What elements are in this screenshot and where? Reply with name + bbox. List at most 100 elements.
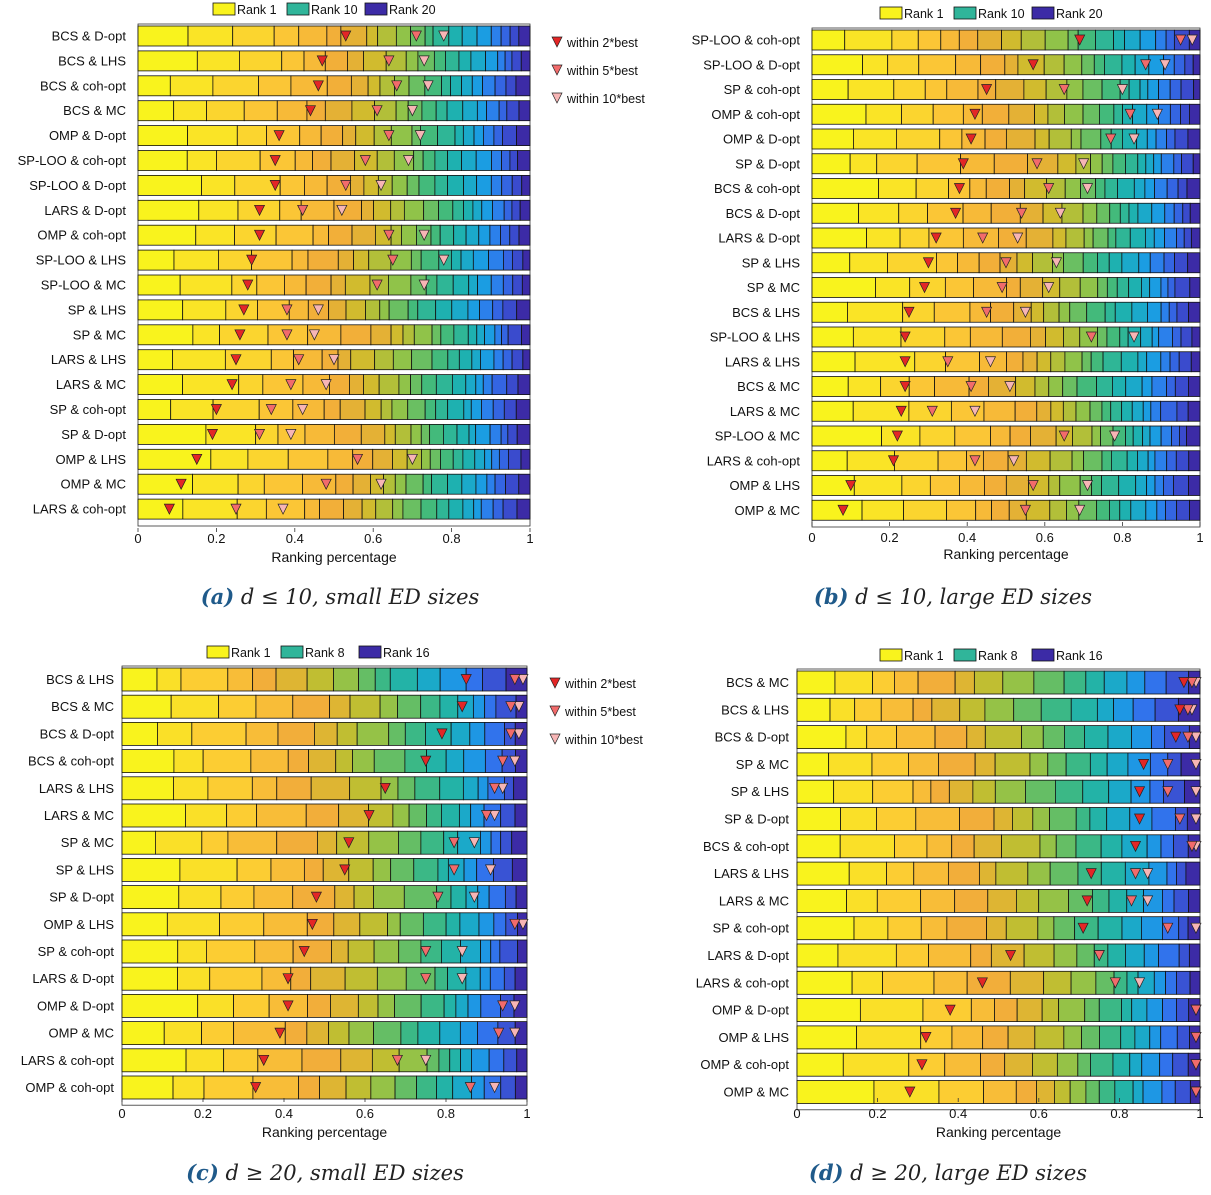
bar-segment xyxy=(876,153,918,175)
bar-segment xyxy=(978,861,997,886)
bar-segment xyxy=(473,125,484,146)
bar-segment xyxy=(355,125,375,146)
bar-segment xyxy=(390,858,415,882)
bar-segment xyxy=(518,25,531,47)
bar-segment xyxy=(872,670,895,695)
bar-segment xyxy=(390,125,413,146)
bar-segment xyxy=(471,1075,485,1100)
bar-segment xyxy=(1149,779,1164,804)
bar-segment xyxy=(413,324,433,346)
bar-segment xyxy=(1063,670,1087,695)
category-label: OMP & LHS xyxy=(43,917,114,932)
bar-segment xyxy=(984,725,1022,749)
bar-segment xyxy=(938,1080,984,1104)
marker-within-10best xyxy=(497,782,509,795)
bar-segment xyxy=(413,858,439,882)
bar-segment xyxy=(170,694,220,719)
bar-segment xyxy=(420,994,445,1018)
bar-segment xyxy=(192,473,239,495)
bar-segment xyxy=(477,1021,499,1045)
bar-segment xyxy=(137,349,173,371)
bar-segment xyxy=(514,1075,528,1100)
category-label: BCS & coh-opt xyxy=(28,754,114,769)
bar-segment xyxy=(331,939,349,964)
marker-within-10best xyxy=(297,404,309,416)
bar-segment xyxy=(1165,970,1177,995)
marker-within-2best xyxy=(234,329,246,341)
bar-segment xyxy=(506,100,520,122)
bar-segment xyxy=(1151,326,1160,348)
bar-segment xyxy=(1069,1080,1087,1104)
bar-segment xyxy=(1009,970,1045,995)
category-label: LARS & coh-opt xyxy=(707,453,801,468)
bar-segment xyxy=(920,916,948,941)
bar-segment xyxy=(394,994,422,1018)
marker-within-2best xyxy=(175,478,187,490)
bar-segment xyxy=(500,1075,516,1100)
bar-segment xyxy=(312,150,332,171)
bar-segment xyxy=(452,274,470,296)
bar-segment xyxy=(1001,29,1022,51)
bar-segment xyxy=(413,150,424,171)
category-label: LARS & D-opt xyxy=(718,231,800,246)
marker-within-2best xyxy=(837,504,849,517)
bar-segment xyxy=(1188,450,1201,472)
bar-segment xyxy=(521,274,531,296)
marker-within-5best xyxy=(293,354,305,366)
marker-within-2best xyxy=(1129,840,1142,853)
bar-segment xyxy=(465,966,481,991)
bar-segment xyxy=(1171,425,1180,447)
bar-segment xyxy=(461,75,473,97)
bar-segment xyxy=(1115,227,1131,249)
bar-segment xyxy=(1162,889,1175,913)
bar-segment xyxy=(453,324,469,346)
bar-segment xyxy=(1173,202,1184,224)
bar-segment xyxy=(1178,916,1189,941)
bar-segment xyxy=(1056,1052,1079,1077)
bar-segment xyxy=(471,1048,490,1073)
bar-segment xyxy=(991,499,1010,521)
bar-segment xyxy=(173,100,207,122)
marker-within-5best xyxy=(371,279,383,291)
bar-segment xyxy=(1141,916,1163,941)
legend-marker-icon xyxy=(551,64,563,76)
bar-segment xyxy=(1043,301,1060,323)
bar-segment xyxy=(1130,499,1147,521)
marker-within-10best xyxy=(1019,306,1031,319)
bar-segment xyxy=(394,473,407,495)
bar-segment xyxy=(858,202,900,224)
x-tick-label: 1 xyxy=(526,531,533,546)
category-label: SP-LOO & MC xyxy=(715,429,800,444)
bar-segment xyxy=(1071,450,1085,472)
bar-segment xyxy=(298,25,328,47)
bar-segment xyxy=(1186,178,1201,199)
marker-within-2best xyxy=(436,728,448,740)
bar-segment xyxy=(202,749,252,773)
legend-marker-label: within 10*best xyxy=(564,733,643,747)
bar-segment xyxy=(170,399,214,420)
bar-segment xyxy=(980,1052,1006,1077)
marker-within-5best xyxy=(1182,704,1194,716)
bar-segment xyxy=(1021,725,1044,749)
bar-segment xyxy=(1067,29,1079,51)
bar-segment xyxy=(173,749,204,773)
bar-segment xyxy=(840,807,877,831)
bar-segment xyxy=(1174,128,1189,150)
bar-segment xyxy=(1147,301,1162,323)
bar-segment xyxy=(1097,326,1108,348)
bar-segment xyxy=(796,943,839,968)
bar-segment xyxy=(399,912,424,937)
bar-segment xyxy=(796,1052,844,1077)
bar-segment xyxy=(1025,779,1056,804)
bar-segment xyxy=(1036,351,1052,373)
bar-segment xyxy=(373,885,405,909)
bar-segment xyxy=(470,803,485,828)
bar-segment xyxy=(482,667,507,692)
bar-segment xyxy=(846,450,895,472)
bar-segment xyxy=(1104,54,1123,76)
bar-segment xyxy=(1149,1025,1162,1050)
bar-segment xyxy=(977,29,1002,51)
bar-segment xyxy=(1089,807,1108,831)
bar-segment xyxy=(137,50,198,72)
bar-segment xyxy=(1013,697,1042,722)
